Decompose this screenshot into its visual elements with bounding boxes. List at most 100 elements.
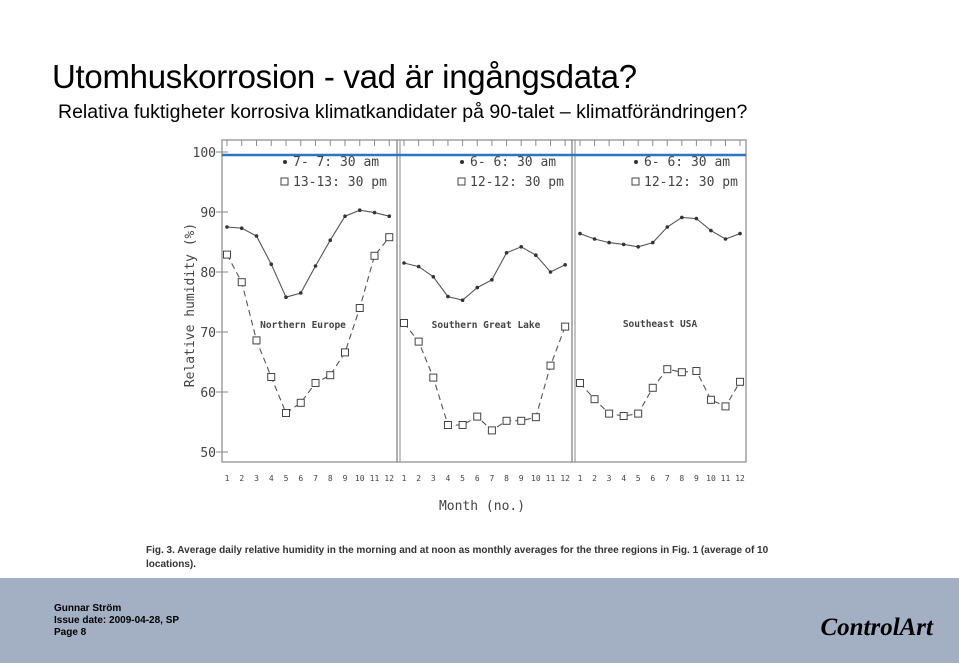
series-line [579, 216, 741, 248]
x-tick-label: 4 [621, 474, 626, 483]
data-point [619, 412, 628, 420]
y-tick-label: 60 [200, 386, 216, 401]
legend-label: 6- 6: 30 am [470, 155, 556, 170]
data-point [370, 251, 379, 260]
x-axis-label: Month (no.) [439, 499, 525, 514]
data-point [416, 264, 421, 269]
series-line [403, 246, 566, 301]
data-point [490, 278, 494, 282]
data-point [736, 377, 745, 386]
data-point [282, 409, 290, 417]
data-point [721, 402, 730, 411]
x-tick-label: 6 [475, 474, 480, 483]
y-tick-label: 80 [200, 266, 216, 281]
data-point [473, 412, 482, 421]
data-point [326, 371, 335, 380]
data-point [738, 231, 742, 236]
x-tick-label: 9 [519, 474, 524, 483]
x-tick-label: 1 [402, 474, 407, 483]
y-tick-label: 100 [193, 146, 216, 161]
y-tick-label: 90 [200, 206, 216, 221]
caption-line: locations). [146, 559, 196, 570]
data-point [706, 395, 715, 404]
x-tick-label: 10 [531, 474, 541, 483]
data-point [343, 214, 347, 218]
data-point [636, 245, 640, 249]
x-tick-label: 7 [665, 474, 670, 483]
data-point [519, 245, 523, 249]
data-point [563, 263, 567, 267]
panel-label: Southern Great Lake [432, 320, 541, 331]
panel-frame-3 [571, 139, 747, 463]
series-line [579, 368, 741, 417]
data-point [460, 298, 465, 303]
data-point [605, 409, 614, 418]
x-tick-label: 10 [355, 474, 365, 483]
figure-caption: Fig. 3. Average daily relative humidity … [146, 545, 769, 570]
legend-marker [631, 177, 640, 186]
caption-line: Fig. 3. Average daily relative humidity … [146, 545, 769, 556]
data-point [341, 348, 349, 357]
data-point [414, 337, 423, 346]
data-point [680, 215, 684, 220]
data-point [298, 291, 303, 295]
legend-marker [280, 177, 289, 186]
data-point [665, 225, 670, 229]
x-tick-label: 1 [225, 474, 230, 483]
data-point [237, 278, 246, 287]
chart-plot: 7- 7: 30 am 13-13: 30 pm Northern Europe 6-… [223, 155, 745, 435]
x-tick-label: 6 [298, 474, 303, 483]
x-tick-label: 11 [721, 474, 731, 483]
data-point [357, 208, 362, 212]
legend-label: 6- 6: 30 am [644, 155, 730, 170]
data-point [254, 234, 259, 238]
data-point [694, 216, 699, 221]
legend-marker [460, 160, 464, 164]
data-point [546, 361, 555, 370]
data-point [648, 383, 657, 392]
data-point [650, 240, 655, 245]
data-point [446, 294, 450, 299]
series-line [226, 236, 390, 414]
data-point [267, 373, 276, 381]
data-point [313, 264, 318, 268]
slide-title: Utomhuskorrosion - vad är ingångsdata? [52, 58, 637, 95]
x-tick-label: 8 [328, 474, 333, 483]
x-tick-label: 2 [592, 474, 597, 483]
data-point [475, 285, 480, 290]
data-point [225, 225, 229, 229]
data-point [252, 336, 261, 345]
data-point [578, 231, 582, 236]
data-point [487, 426, 496, 435]
x-tick-label: 8 [679, 474, 684, 483]
slide-subtitle: Relativa fuktigheter korrosiva klimatkan… [58, 101, 748, 123]
data-point [400, 319, 408, 327]
x-tick-label: 11 [370, 474, 380, 483]
series-line [226, 209, 390, 298]
x-tick-label: 7 [313, 474, 318, 483]
data-point [723, 237, 728, 241]
y-axis-label: Relative humidity (%) [183, 223, 198, 387]
x-tick-label: 5 [460, 474, 465, 483]
panel-label: Northern Europe [260, 320, 346, 331]
x-tick-label: 3 [607, 474, 612, 483]
data-point [548, 270, 553, 274]
x-tick-label: 2 [416, 474, 421, 483]
data-point [590, 395, 599, 404]
footer-bar [0, 578, 959, 663]
data-point [517, 416, 526, 425]
panel-label: Southeast USA [623, 319, 698, 330]
data-point [402, 261, 406, 265]
data-point [443, 421, 452, 429]
controlart-logo: ControlArt [820, 614, 933, 641]
data-point [561, 322, 570, 331]
x-tick-label: 11 [546, 474, 556, 483]
x-tick-label: 3 [254, 474, 259, 483]
data-point [387, 214, 392, 218]
x-tick-label: 4 [269, 474, 274, 483]
footer-page: Page 8 [54, 627, 87, 638]
x-tick-label: 3 [431, 474, 436, 483]
data-point [284, 295, 288, 300]
